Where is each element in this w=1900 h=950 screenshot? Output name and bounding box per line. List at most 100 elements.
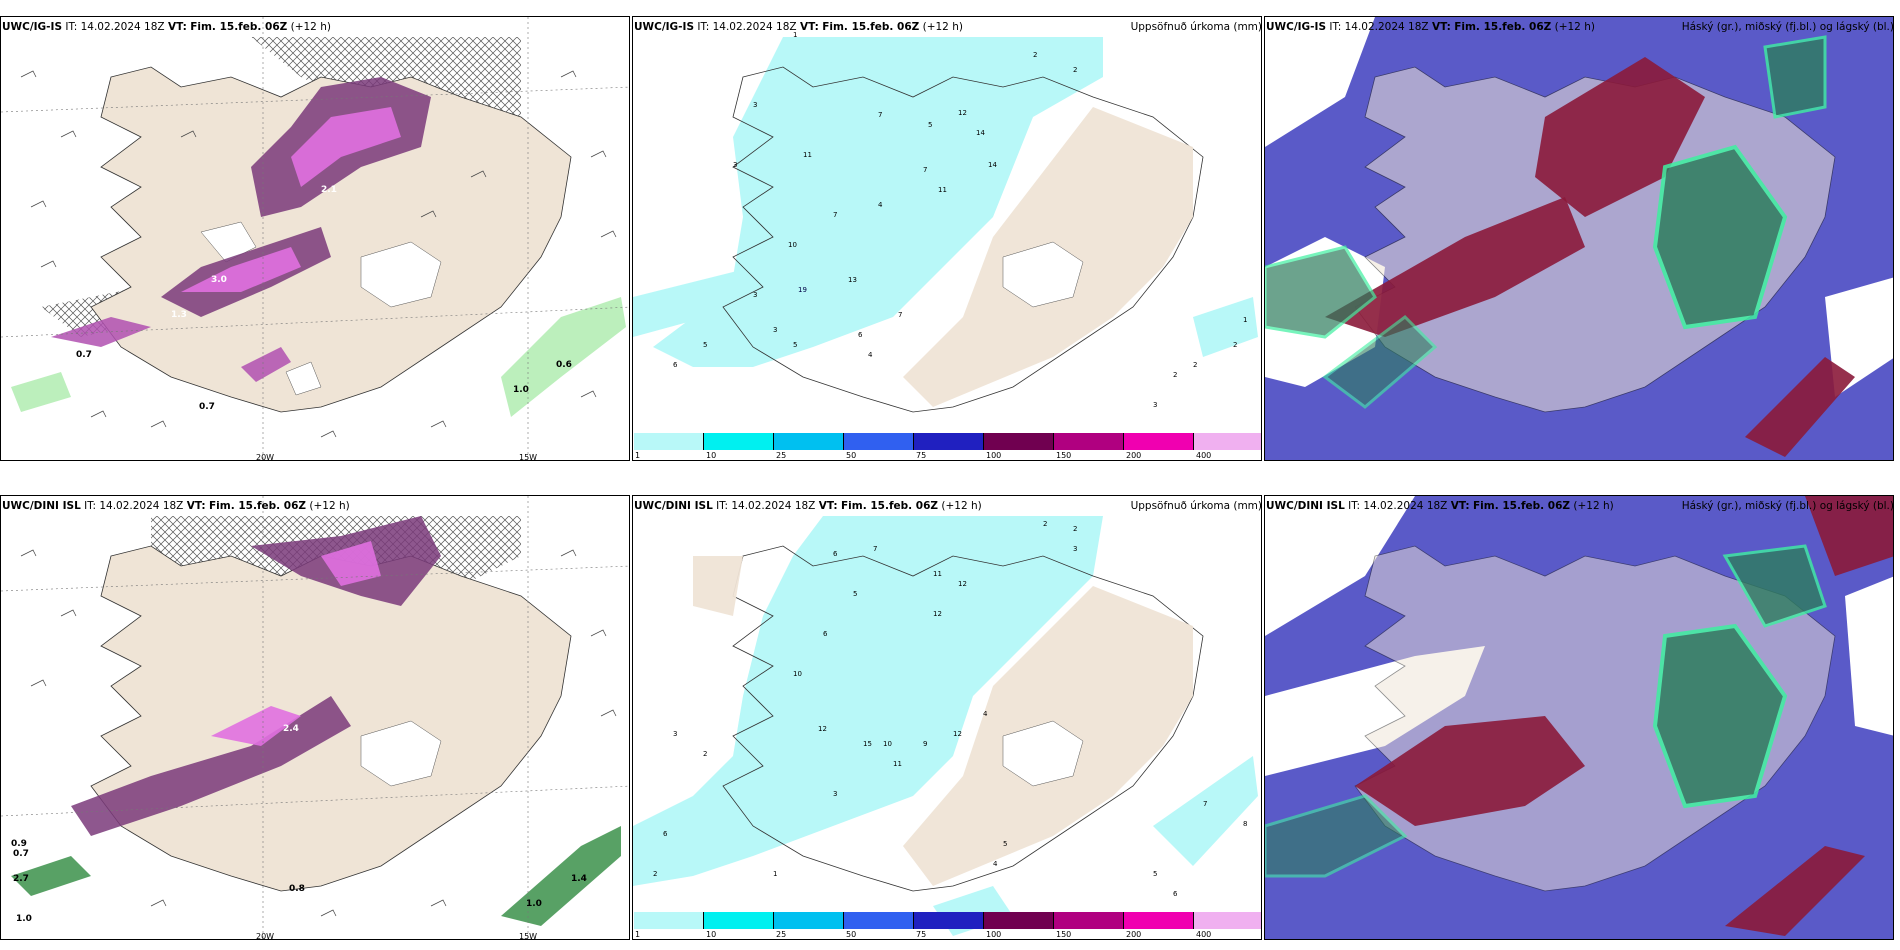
glacier <box>200 221 257 263</box>
svg-text:2: 2 <box>1173 371 1177 379</box>
lon-label: 15W <box>519 453 537 461</box>
iceland-landmass <box>90 66 572 413</box>
map-clouds <box>1265 496 1893 939</box>
colorbar-tick: 75 <box>916 451 927 460</box>
colorbar-tick: 150 <box>1056 451 1072 460</box>
svg-text:0.7: 0.7 <box>76 350 92 360</box>
svg-text:7: 7 <box>833 211 837 219</box>
map-wind-precip: 0.90.7 2.7 1.0 1.4 1.0 2.4 0.8 20W 15W <box>1 496 629 940</box>
svg-text:1.4: 1.4 <box>571 874 587 884</box>
map-wind-precip: 0.7 0.7 1.0 0.6 2.1 3.0 1.3 20W 15W <box>1 17 629 461</box>
svg-text:7: 7 <box>873 545 877 553</box>
svg-text:7: 7 <box>923 166 927 174</box>
colorbar-tick: 25 <box>776 451 787 460</box>
iceland-outline <box>722 66 1204 413</box>
svg-text:10: 10 <box>793 670 802 678</box>
colorbar-tick: 200 <box>1126 451 1142 460</box>
wind-values: 0.7 0.7 1.0 0.6 2.1 3.0 1.3 <box>76 185 572 412</box>
svg-text:11: 11 <box>893 760 902 768</box>
svg-text:2.4: 2.4 <box>283 724 299 734</box>
precip-core <box>321 541 381 586</box>
svg-text:2: 2 <box>1033 51 1037 59</box>
svg-text:14: 14 <box>976 129 985 137</box>
svg-text:2: 2 <box>1233 341 1237 349</box>
svg-text:2: 2 <box>1193 361 1197 369</box>
svg-text:0.9: 0.9 <box>11 839 27 849</box>
wind-barbs <box>20 549 617 917</box>
svg-text:7: 7 <box>898 311 902 319</box>
svg-text:1.0: 1.0 <box>16 914 32 924</box>
precip-band <box>241 347 291 382</box>
panel-header: UWC/IG-IS IT: 14.02.2024 18Z VT: Fim. 15… <box>634 21 1262 33</box>
panel-header: UWC/DINI ISL IT: 14.02.2024 18Z VT: Fim.… <box>634 500 1262 512</box>
svg-text:8: 8 <box>1243 820 1247 828</box>
panel-header: UWC/IG-IS IT: 14.02.2024 18Z VT: Fim. 15… <box>1266 21 1894 33</box>
svg-text:1.0: 1.0 <box>513 385 529 395</box>
svg-text:12: 12 <box>958 109 967 117</box>
svg-text:2: 2 <box>1073 525 1077 533</box>
svg-text:15: 15 <box>863 740 872 748</box>
svg-text:4: 4 <box>868 351 873 359</box>
colorbar-swatch <box>914 433 984 450</box>
svg-text:3: 3 <box>773 326 777 334</box>
svg-text:2.7: 2.7 <box>13 874 29 884</box>
svg-text:2: 2 <box>653 870 657 878</box>
svg-text:3: 3 <box>1153 401 1157 409</box>
svg-text:20W: 20W <box>256 932 274 940</box>
svg-text:13: 13 <box>848 276 857 284</box>
panel-header: UWC/DINI ISL IT: 14.02.2024 18Z VT: Fim.… <box>1266 500 1894 512</box>
svg-text:3.0: 3.0 <box>211 275 227 285</box>
svg-text:12: 12 <box>933 610 942 618</box>
glacier <box>285 361 322 396</box>
svg-text:11: 11 <box>938 186 947 194</box>
svg-text:4: 4 <box>993 860 998 868</box>
green-patch <box>501 297 626 417</box>
map-accum-precip: 2 2 3 6 7 11 12 12 5 6 10 12 15 10 11 12 9 4 3 2 6 2 1 3… <box>633 516 1258 936</box>
green-patch <box>11 372 71 412</box>
svg-text:9: 9 <box>923 740 927 748</box>
svg-text:2: 2 <box>703 750 707 758</box>
colorbar-tick: 10 <box>706 451 717 460</box>
svg-text:0.7: 0.7 <box>199 402 215 412</box>
svg-text:4: 4 <box>878 201 883 209</box>
svg-text:12: 12 <box>818 725 827 733</box>
colorbar-swatch <box>984 433 1054 450</box>
svg-text:12: 12 <box>958 580 967 588</box>
precip-core <box>291 107 401 187</box>
panel-clouds-igis <box>1264 16 1894 461</box>
colorbar-swatch <box>844 433 914 450</box>
svg-text:5: 5 <box>703 341 707 349</box>
lon-label: 20W <box>256 453 274 461</box>
colorbar-tick: 100 <box>986 451 1002 460</box>
precip-core <box>211 706 301 746</box>
panel-header: UWC/IG-IS IT: 14.02.2024 18Z VT: Fim. 15… <box>2 21 331 33</box>
cloud-high <box>1325 197 1585 337</box>
iceland-outline <box>722 545 1204 892</box>
svg-text:6: 6 <box>663 830 668 838</box>
svg-text:12: 12 <box>953 730 962 738</box>
svg-text:19: 19 <box>798 286 807 294</box>
svg-text:4: 4 <box>983 710 988 718</box>
svg-text:15W: 15W <box>519 932 537 940</box>
colorbar-swatch <box>704 433 774 450</box>
svg-text:0.7: 0.7 <box>13 849 29 859</box>
cloud-mid <box>1652 623 1788 809</box>
glacier <box>360 241 442 308</box>
colorbar-swatch <box>1194 433 1261 450</box>
svg-text:2: 2 <box>1043 520 1047 528</box>
panel-wind-precip-igis: 0.7 0.7 1.0 0.6 2.1 3.0 1.3 20W 15W <box>0 16 630 461</box>
svg-text:0.6: 0.6 <box>556 360 572 370</box>
colorbar-tick: 1 <box>635 451 641 460</box>
svg-text:3: 3 <box>673 730 677 738</box>
panel-wind-precip-dini: 0.9 0.7 2.7 1.0 1.4 1.0 2.4 0.8 20W 15W <box>0 495 630 940</box>
precip-values: 2 2 3 6 7 11 12 12 5 6 10 12 15 10 11 12 9 4 3 2 6 2 1 3… <box>653 520 1247 898</box>
colorbar-swatch <box>634 433 704 450</box>
svg-text:1: 1 <box>773 870 777 878</box>
svg-text:3: 3 <box>753 101 757 109</box>
svg-text:14: 14 <box>988 161 997 169</box>
svg-text:3: 3 <box>753 291 757 299</box>
cloud-high <box>1355 716 1585 826</box>
svg-text:5: 5 <box>793 341 797 349</box>
